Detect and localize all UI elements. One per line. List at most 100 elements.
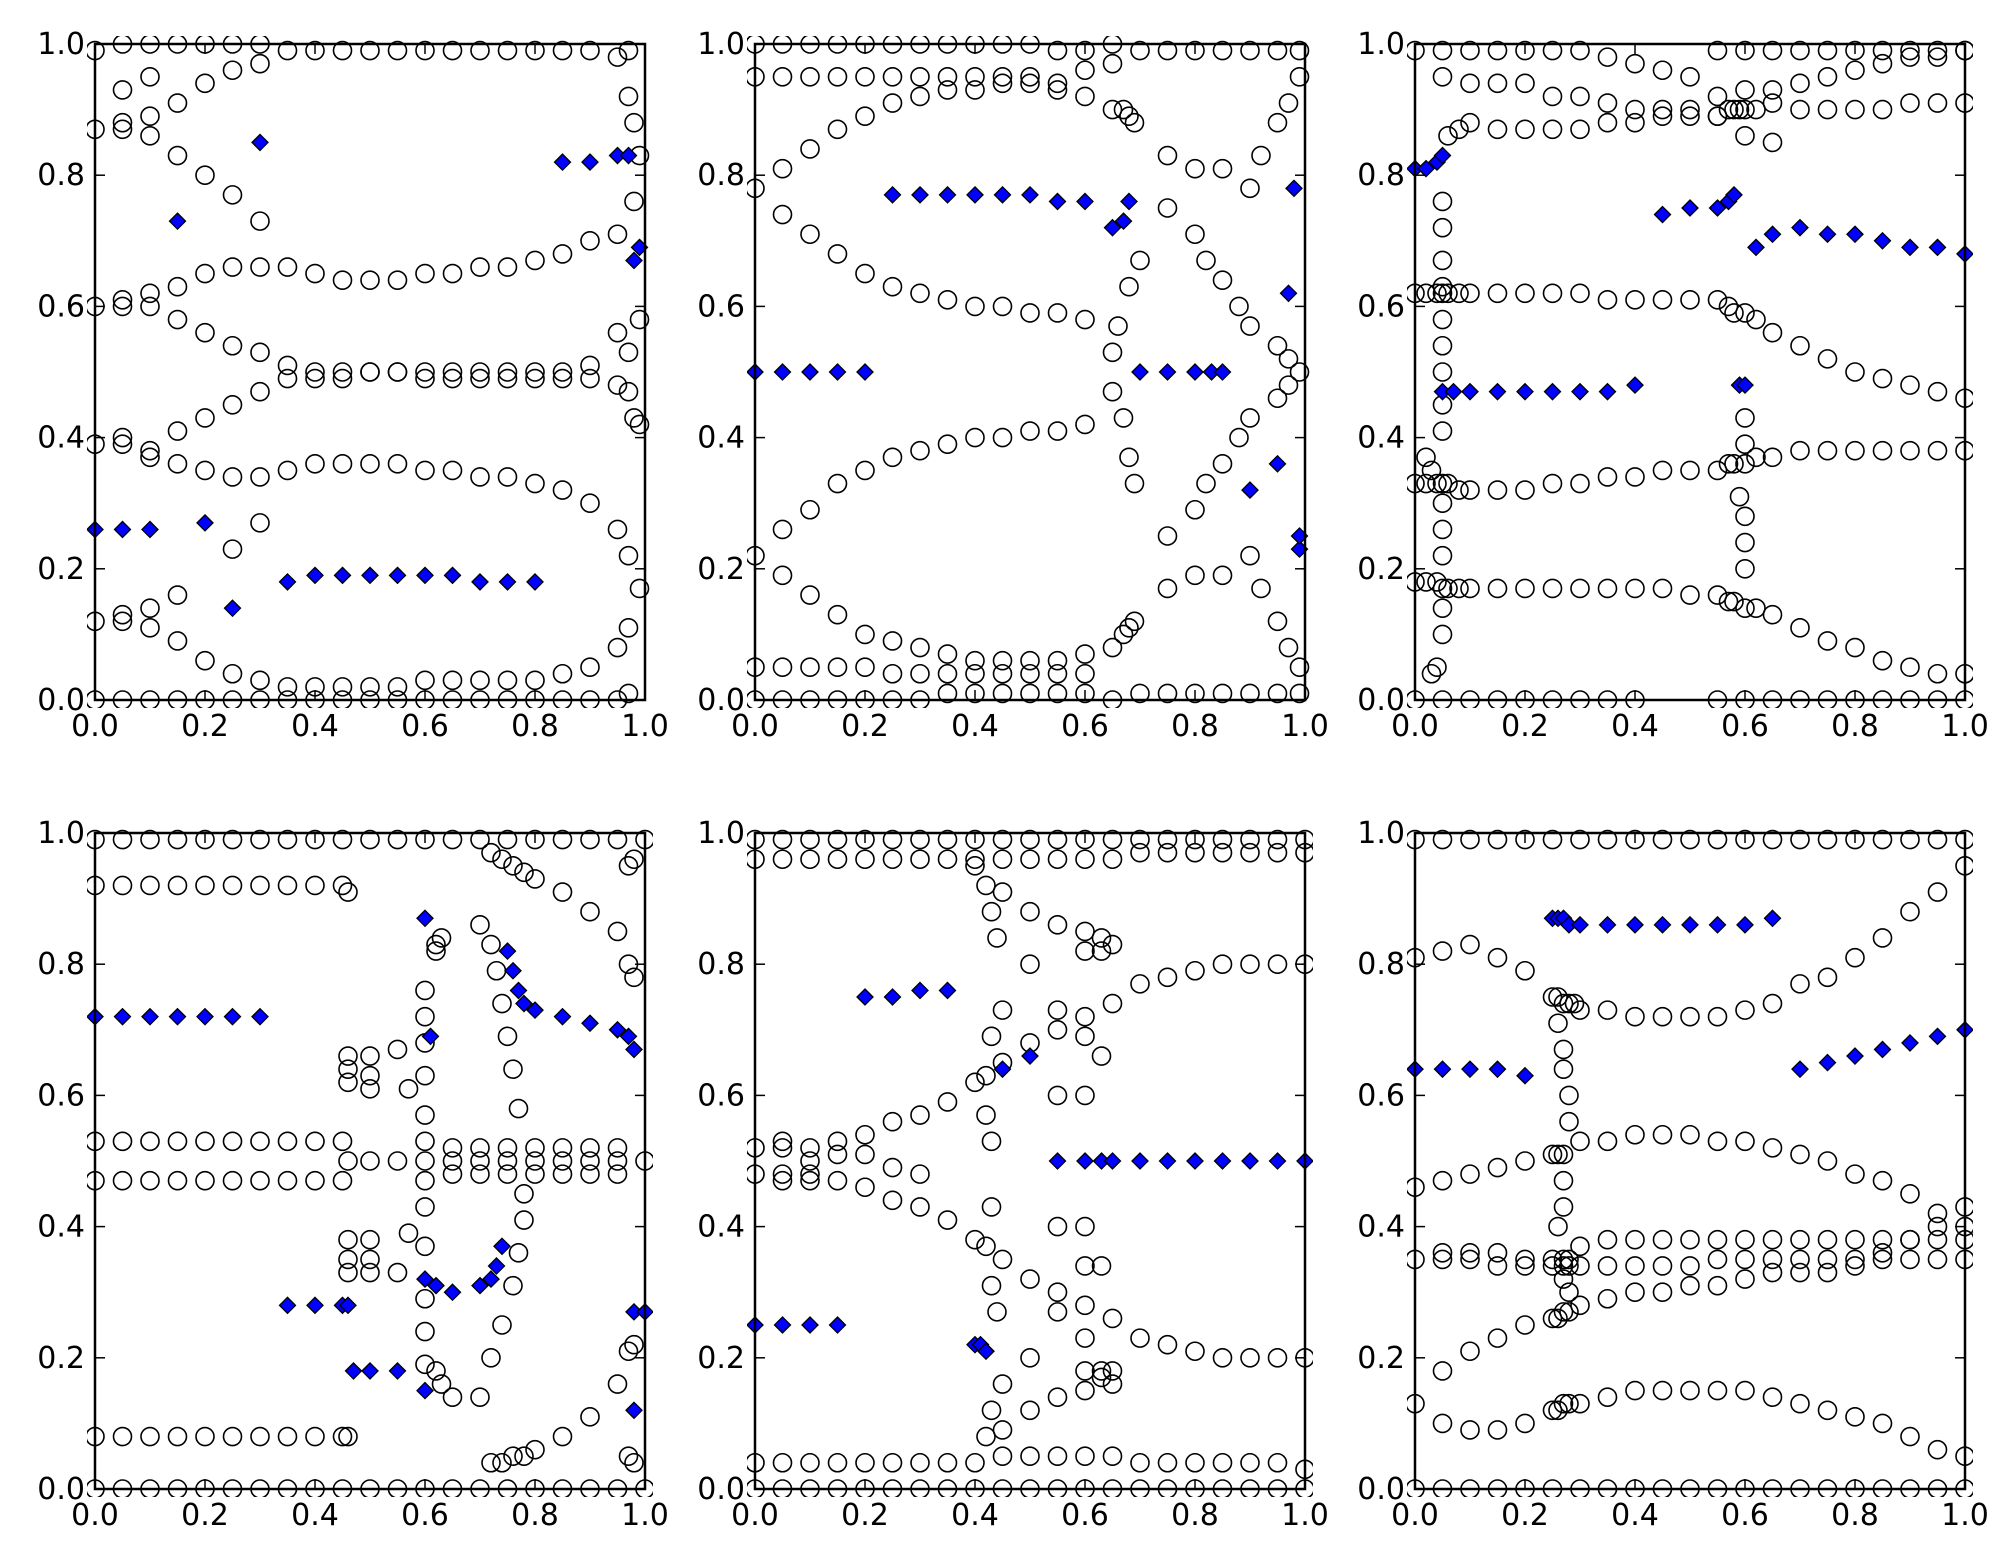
open-circle-point [772, 1452, 793, 1473]
x-tick-label: 1.0 [1281, 1498, 1329, 1533]
x-tick-label: 0.8 [511, 709, 559, 744]
diamond-point [1417, 159, 1435, 178]
open-circle-point [1680, 99, 1700, 120]
open-circle-point [277, 368, 298, 389]
open-circle-point [1762, 1249, 1783, 1270]
diamond-point [553, 1007, 572, 1026]
open-circle-point [1564, 993, 1585, 1014]
open-circle-point [1047, 849, 1068, 870]
open-circle-point [1762, 993, 1783, 1014]
diamond-point [1928, 1027, 1947, 1046]
x-tick-label: 0.2 [1501, 709, 1549, 744]
open-circle-point [360, 677, 380, 697]
open-circle-point [1625, 1282, 1645, 1302]
open-circle-point [338, 1262, 358, 1283]
open-circle-point [415, 829, 435, 850]
open-circle-point [140, 618, 160, 638]
open-circle-point [1102, 99, 1123, 120]
open-circle-point [1438, 473, 1458, 494]
open-circle-point [1432, 1243, 1453, 1263]
open-circle-point [1927, 440, 1948, 461]
open-circle-point [332, 1426, 353, 1447]
open-circle-point [1762, 604, 1783, 625]
open-circle-point [1185, 224, 1205, 245]
y-tick-label: 0.2 [697, 552, 745, 587]
open-circle-point [1548, 1013, 1568, 1034]
open-circle-point [1130, 1452, 1150, 1473]
open-circle-point [195, 1131, 215, 1152]
open-circle-point [1597, 829, 1618, 850]
open-circle-point [1075, 1295, 1095, 1316]
open-circle-point [1900, 40, 1920, 61]
open-circle-point [470, 1164, 490, 1184]
open-circle-point [167, 631, 188, 651]
open-circle-point [965, 829, 985, 850]
open-circle-point [1130, 40, 1150, 61]
open-circle-point [338, 1059, 358, 1079]
y-tick-label: 1.0 [1357, 816, 1405, 851]
diamond-point [1626, 915, 1644, 934]
open-circle-point [525, 1138, 545, 1158]
open-circle-point [992, 663, 1013, 684]
open-circle-point [1845, 1229, 1865, 1250]
open-circle-point [525, 1151, 545, 1171]
open-circle-point [1075, 829, 1095, 850]
open-circle-point [1680, 1275, 1700, 1296]
open-circle-point [1020, 1400, 1040, 1421]
open-circle-point [1652, 1124, 1673, 1145]
open-circle-point [1091, 928, 1112, 948]
open-circle-point [987, 1302, 1007, 1322]
open-circle-point [112, 112, 133, 133]
open-circle-point [1707, 460, 1728, 481]
open-circle-point [250, 1170, 270, 1191]
open-circle-point [1460, 73, 1480, 94]
open-circle-point [1020, 683, 1040, 704]
open-circle-point [1487, 1157, 1508, 1178]
diamond-point [1901, 238, 1919, 257]
open-circle-point [1625, 1124, 1645, 1145]
open-circle-point [1487, 1256, 1508, 1276]
open-circle-point [360, 270, 380, 290]
diamond-point [1571, 915, 1589, 934]
open-circle-point [1432, 1361, 1453, 1381]
open-circle-point [1487, 1328, 1508, 1348]
open-circle-point [1707, 40, 1728, 61]
open-circle-point [1680, 290, 1700, 310]
open-circle-point [1130, 829, 1150, 850]
open-circle-point [1625, 99, 1645, 120]
diamond-point [113, 520, 132, 539]
open-circle-point [1817, 967, 1838, 988]
open-circle-point [1762, 829, 1783, 850]
open-circle-point [618, 855, 639, 876]
open-circle-point [607, 519, 628, 540]
open-circle-point [1432, 941, 1453, 961]
open-circle-point [1020, 954, 1040, 975]
open-circle-point [1845, 829, 1865, 850]
diamond-point [1131, 1152, 1149, 1170]
open-circle-point [1553, 1302, 1574, 1322]
y-tick-label: 0.2 [1357, 552, 1405, 587]
open-circle-point [624, 112, 644, 133]
open-circle-point [1432, 40, 1453, 61]
diamond-point [1598, 915, 1617, 934]
diamond-point [482, 1270, 500, 1288]
open-circle-point [1927, 47, 1948, 67]
open-circle-point [1652, 460, 1673, 481]
open-circle-point [1817, 99, 1838, 120]
open-circle-point [1735, 532, 1755, 553]
open-circle-point [772, 204, 793, 225]
open-circle-point [1735, 408, 1755, 428]
open-circle-point [277, 1131, 298, 1152]
open-circle-point [1872, 1249, 1893, 1270]
x-tick-label: 1.0 [621, 1498, 669, 1533]
open-circle-point [1091, 1046, 1112, 1066]
x-tick-label: 1.0 [1941, 1498, 1989, 1533]
open-circle-point [1625, 53, 1645, 74]
open-circle-point [332, 875, 353, 896]
diamond-point [1846, 225, 1864, 244]
open-circle-point [937, 67, 958, 87]
open-circle-point [618, 1446, 639, 1466]
open-circle-point [855, 1177, 875, 1198]
open-circle-point [910, 283, 930, 304]
open-circle-point [992, 1420, 1013, 1440]
